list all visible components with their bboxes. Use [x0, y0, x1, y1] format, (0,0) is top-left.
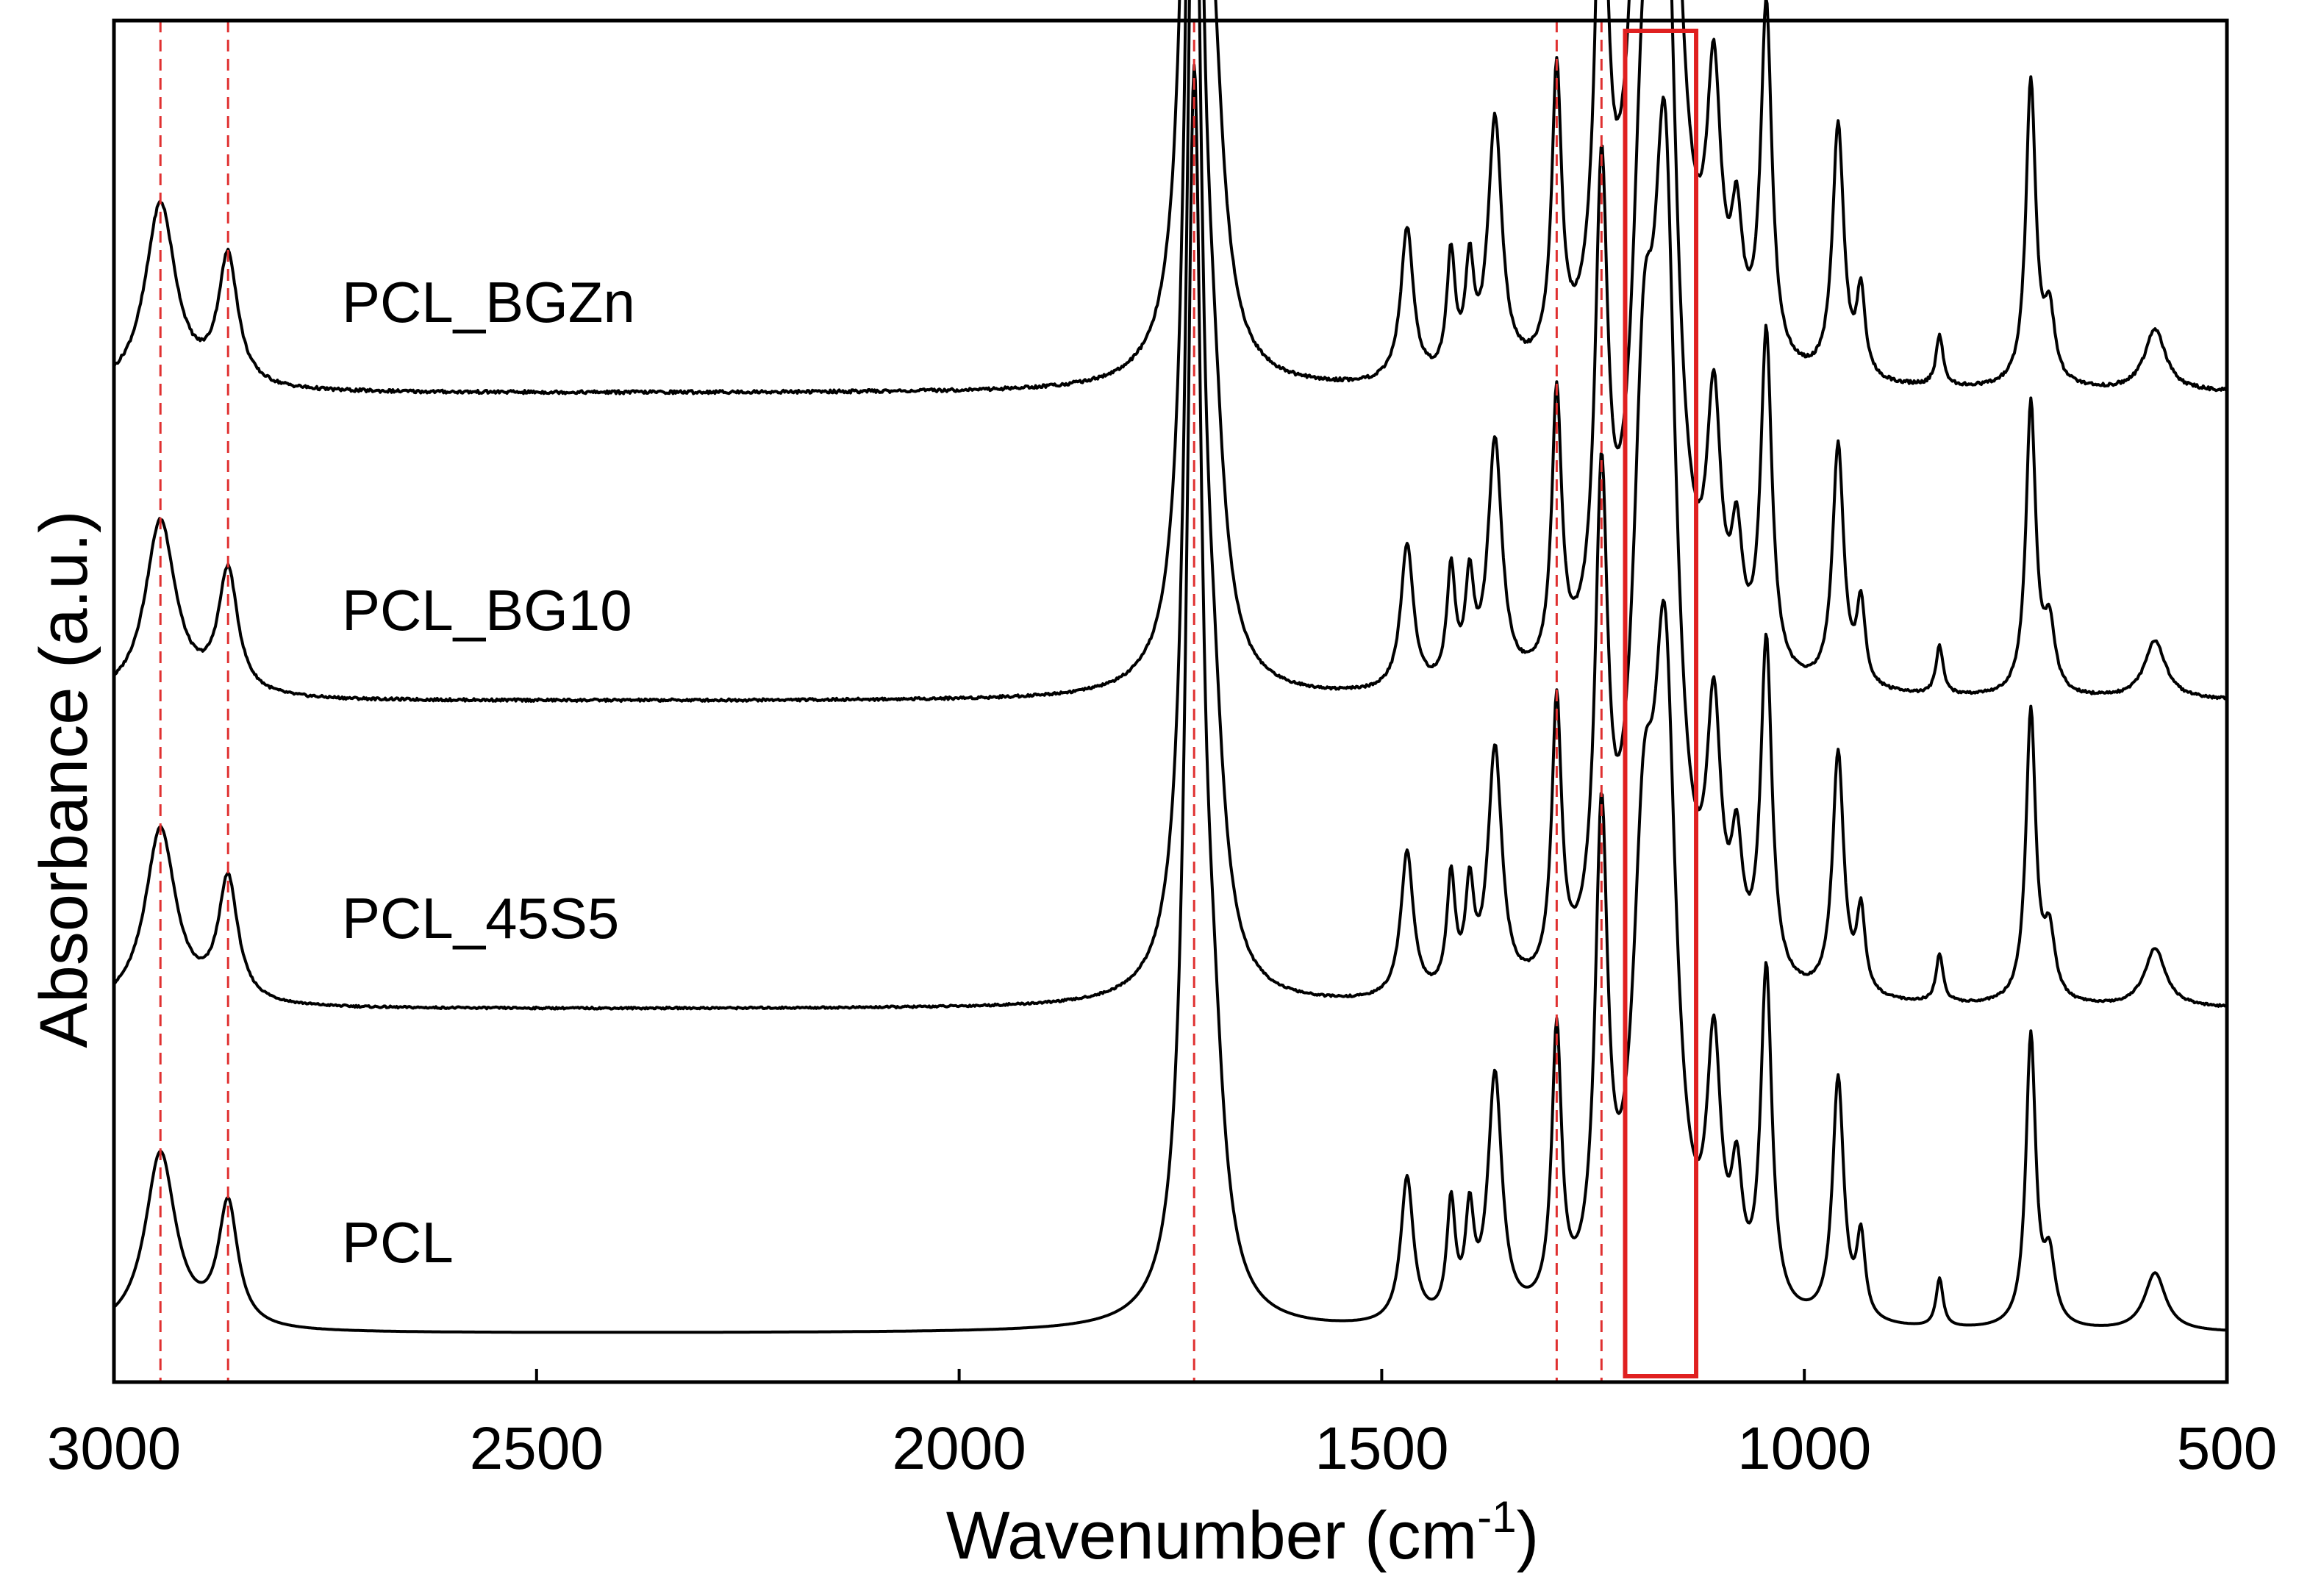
series-label-group: PCL PCL_45S5 PCL_BG10 PCL_BGZn	[342, 270, 635, 1275]
series-label-pcl: PCL	[342, 1210, 454, 1275]
spectrum-line-pcl-bgzn	[112, 0, 2228, 396]
spectrum-line-pcl-bg10	[112, 0, 2227, 704]
x-axis-title-main: Wavenumber (cm	[946, 1498, 1478, 1573]
series-label-pcl-45s5: PCL_45S5	[342, 886, 619, 951]
x-axis-title-sup: -1	[1477, 1492, 1516, 1542]
series-label-pcl-bg10: PCL_BG10	[342, 578, 632, 643]
reference-lines-group	[159, 21, 1699, 1382]
y-axis-title: Absorbance (a.u.)	[26, 510, 101, 1048]
x-axis-title-close: )	[1517, 1498, 1540, 1573]
x-tick-label-500: 500	[2177, 1415, 2278, 1482]
x-tick-group: 3000 2500 2000 1500 1000 500	[47, 1369, 2278, 1482]
x-tick-label-2000: 2000	[892, 1415, 1026, 1482]
x-tick-label-1000: 1000	[1737, 1415, 1871, 1482]
spectra-group	[112, 0, 2228, 1334]
series-label-pcl-bgzn: PCL_BGZn	[342, 270, 635, 334]
x-tick-label-2500: 2500	[470, 1415, 604, 1482]
highlight-region-box	[1623, 29, 1699, 1378]
x-tick-label-1500: 1500	[1315, 1415, 1448, 1482]
x-axis-title: Wavenumber (cm-1)	[946, 1492, 1540, 1573]
x-tick-label-3000: 3000	[47, 1415, 181, 1482]
spectrum-line-pcl-45s5	[112, 0, 2227, 1011]
spectrum-line-pcl	[112, 63, 2227, 1334]
plot-frame	[112, 18, 2229, 1384]
